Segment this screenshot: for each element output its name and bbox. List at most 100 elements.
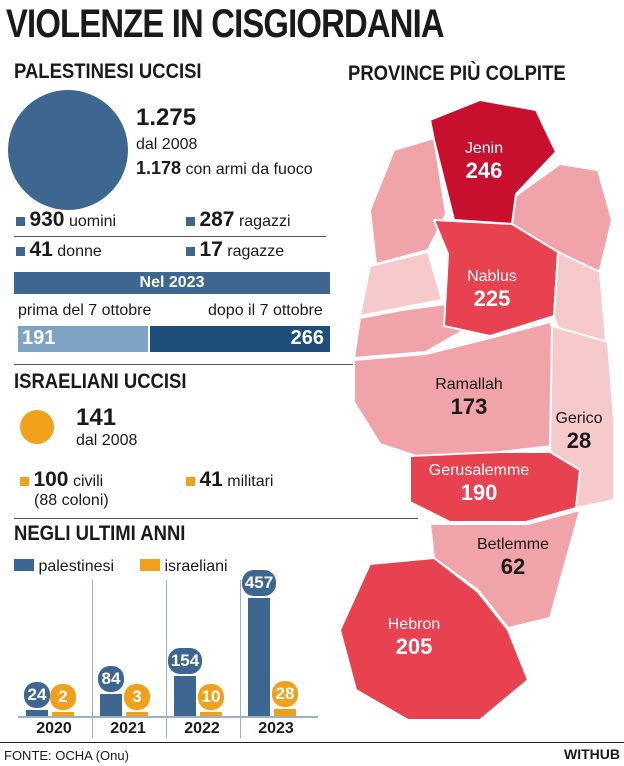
bar-chart: 24 2 2020 84 3 2021 154 10 2022 457 28 2023 (18, 570, 318, 740)
region-name: Hebron (387, 616, 441, 633)
map-heading: PROVINCE PIÙ COLPITE (348, 62, 566, 85)
region-gerusalemme: Gerusalemme 190 (424, 462, 534, 506)
israelis-since: dal 2008 (76, 432, 138, 449)
legend-label: israeliani (164, 558, 228, 575)
legend-square (16, 247, 25, 256)
column-separator (166, 580, 167, 738)
year-banner: Nel 2023 (14, 272, 330, 294)
region-nablus-shape (433, 219, 559, 337)
region-gerusalemme-shape (409, 451, 581, 523)
region-gerico: Gerico 28 (546, 410, 612, 454)
value-label-palestinians: 154 (168, 648, 202, 674)
bar-palestinians (248, 598, 270, 716)
region-name: Ramallah (435, 376, 503, 393)
region-hebron-shape (339, 557, 529, 721)
region-jenin: Jenin 246 (444, 140, 524, 184)
value-label-palestinians: 24 (24, 682, 50, 708)
legend-square (20, 477, 29, 486)
region-name: Betlemme (476, 536, 550, 553)
before-after-bar: 191 266 (18, 326, 330, 352)
bar-palestinians (100, 694, 122, 716)
boys-value: 287 (199, 208, 235, 231)
page-title: VIOLENZE IN CISGIORDANIA (6, 2, 445, 46)
before-value: 191 (22, 327, 56, 349)
column-separator (240, 580, 241, 738)
men-label: uomini (68, 213, 117, 230)
year-label: 2021 (110, 720, 146, 737)
settlers-note: (88 coloni) (34, 492, 109, 509)
palestinians-circle (8, 90, 128, 210)
men-value: 930 (29, 208, 65, 231)
bar-palestinians (174, 676, 196, 716)
region-value: 62 (500, 554, 526, 579)
israelis-total: 141 (76, 404, 117, 431)
after-value: 266 (290, 327, 324, 349)
source-note: FONTE: OCHA (Onu) (4, 748, 129, 763)
divider (14, 236, 326, 237)
chart-baseline (18, 716, 318, 718)
bar-israelis (52, 712, 74, 716)
boys-label: ragazzi (238, 213, 291, 230)
bar-israelis (200, 712, 222, 716)
region-name: Gerusalemme (428, 462, 530, 479)
israelis-heading: ISRAELIANI UCCISI (14, 370, 187, 393)
girls-label: ragazze (227, 243, 285, 260)
girls-value: 17 (199, 238, 223, 261)
footer-rule (0, 742, 624, 743)
region-jenin-shape (429, 99, 557, 225)
legend-square (186, 247, 195, 256)
before-label: prima del 7 ottobre (18, 302, 152, 319)
region-betlemme: Betlemme 62 (470, 536, 556, 580)
value-label-palestinians: 457 (242, 570, 276, 596)
legend-square (16, 217, 25, 226)
region-name: Nablus (467, 268, 517, 285)
stat-women: 41 donne (16, 238, 102, 262)
bar-israelis (274, 709, 296, 716)
region-name: Gerico (555, 410, 603, 427)
civilians-label: civili (72, 473, 104, 490)
region-hebron: Hebron 205 (374, 616, 454, 660)
palestinians-since: dal 2008 (136, 136, 198, 153)
year-label: 2022 (184, 720, 220, 737)
region-value: 205 (395, 634, 433, 659)
region-value: 173 (450, 394, 488, 419)
value-label-palestinians: 84 (98, 666, 124, 692)
civilians-value: 100 (33, 468, 69, 491)
legend-square (186, 477, 195, 486)
firearms-value: 1.178 (136, 158, 182, 178)
legend-palestinians: palestinesi (14, 558, 114, 576)
israelis-circle (20, 410, 54, 444)
year-label: 2020 (36, 720, 72, 737)
legend-label: palestinesi (38, 558, 115, 575)
palestinians-firearms: 1.178 con armi da fuoco (136, 158, 313, 179)
legend-swatch (14, 559, 34, 571)
region-value: 246 (465, 158, 503, 183)
before-segment: 191 (18, 326, 148, 352)
divider (14, 518, 418, 519)
region-value: 190 (460, 480, 498, 505)
legend-square (186, 217, 195, 226)
military-value: 41 (199, 468, 223, 491)
bar-palestinians (26, 710, 48, 716)
military-label: militari (227, 473, 274, 490)
column-separator (92, 580, 93, 738)
after-label: dopo il 7 ottobre (208, 302, 323, 319)
chart-title: NEGLI ULTIMI ANNI (14, 522, 186, 545)
palestinians-total: 1.275 (136, 104, 197, 131)
year-label: 2023 (258, 720, 294, 737)
value-label-israelis: 2 (50, 684, 76, 710)
brand-logo: WITHUB (564, 746, 620, 762)
west-bank-map (339, 99, 615, 721)
value-label-israelis: 28 (272, 681, 298, 707)
region-tulkarm (369, 137, 447, 265)
after-segment: 266 (150, 326, 330, 352)
stat-men: 930 uomini (16, 208, 116, 232)
region-nablus: Nablus 225 (452, 268, 532, 312)
region-value: 225 (473, 286, 511, 311)
bar-israelis (126, 712, 148, 716)
firearms-label: con armi da fuoco (185, 161, 313, 178)
women-value: 41 (29, 238, 53, 261)
region-value: 28 (566, 428, 592, 453)
stat-civilians: 100 civili (20, 468, 103, 492)
region-ramallah: Ramallah 173 (424, 376, 514, 420)
